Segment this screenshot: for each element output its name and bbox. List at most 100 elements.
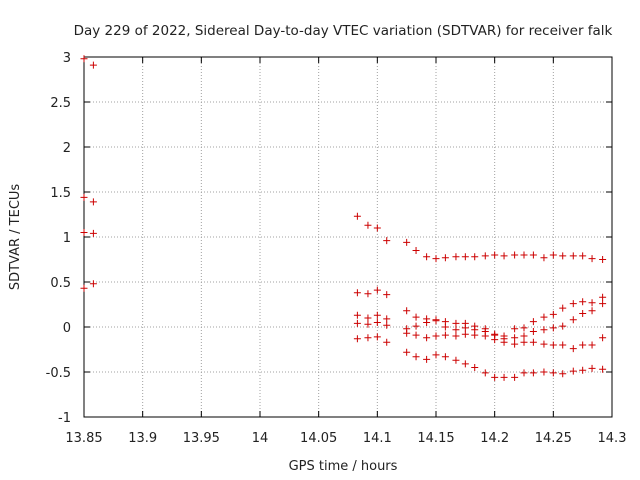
y-tick-label: -0.5 bbox=[46, 366, 71, 381]
data-point-marker bbox=[540, 313, 548, 321]
data-point-marker bbox=[412, 247, 420, 254]
data-point-marker bbox=[471, 253, 479, 261]
data-point-marker bbox=[559, 322, 567, 330]
data-point-marker bbox=[579, 310, 587, 317]
x-tick-label: 14.15 bbox=[417, 431, 454, 446]
data-point-marker bbox=[373, 333, 381, 341]
data-point-marker bbox=[383, 315, 391, 323]
data-point-marker bbox=[383, 237, 391, 245]
data-point-marker bbox=[423, 355, 431, 363]
data-point-marker bbox=[529, 338, 537, 346]
data-point-marker bbox=[588, 364, 596, 372]
data-point-marker bbox=[599, 365, 607, 373]
series-trace-4 bbox=[80, 280, 97, 292]
x-tick-label: 14 bbox=[252, 431, 269, 446]
series-trace-5 bbox=[353, 212, 607, 263]
data-point-marker bbox=[569, 300, 577, 308]
data-point-marker bbox=[403, 238, 411, 246]
data-point-marker bbox=[588, 299, 596, 307]
data-point-marker bbox=[579, 341, 587, 349]
data-point-marker bbox=[364, 290, 372, 298]
data-point-marker bbox=[579, 298, 587, 306]
data-point-marker bbox=[412, 353, 420, 361]
data-point-marker bbox=[588, 255, 596, 263]
data-point-marker bbox=[549, 310, 557, 318]
data-point-marker bbox=[403, 348, 411, 356]
data-point-marker bbox=[540, 326, 548, 334]
data-point-marker bbox=[511, 340, 519, 348]
data-point-marker bbox=[511, 334, 519, 342]
data-point-marker bbox=[452, 356, 460, 364]
data-point-marker bbox=[549, 324, 557, 332]
y-tick-label: 3 bbox=[63, 51, 71, 66]
data-point-marker bbox=[364, 314, 372, 322]
data-point-marker bbox=[491, 251, 499, 259]
data-point-marker bbox=[549, 369, 557, 377]
data-point-marker bbox=[432, 255, 440, 263]
data-point-marker bbox=[80, 284, 88, 292]
data-point-marker bbox=[500, 373, 508, 381]
data-point-marker bbox=[423, 253, 431, 261]
data-point-marker bbox=[89, 61, 97, 69]
data-point-marker bbox=[383, 338, 391, 346]
series-trace-9 bbox=[353, 333, 607, 381]
y-tick-label: 0 bbox=[63, 321, 71, 336]
data-point-marker bbox=[569, 316, 577, 324]
data-point-marker bbox=[461, 253, 469, 261]
data-point-marker bbox=[540, 368, 548, 376]
y-tick-label: 1.5 bbox=[50, 186, 71, 201]
data-point-marker bbox=[599, 256, 607, 263]
data-point-marker bbox=[80, 55, 88, 63]
data-point-marker bbox=[452, 332, 460, 340]
data-point-marker bbox=[500, 252, 508, 260]
data-point-marker bbox=[412, 313, 420, 321]
x-tick-label: 14.2 bbox=[480, 431, 509, 446]
data-point-marker bbox=[569, 367, 577, 375]
data-point-marker bbox=[373, 224, 381, 232]
series-trace-3 bbox=[80, 229, 97, 237]
data-point-marker bbox=[353, 319, 361, 327]
y-tick-label: -1 bbox=[58, 411, 71, 426]
data-point-marker bbox=[599, 334, 607, 342]
data-point-marker bbox=[461, 330, 469, 338]
data-point-marker bbox=[588, 307, 596, 315]
series-trace-1 bbox=[80, 55, 97, 69]
data-point-marker bbox=[383, 291, 391, 299]
data-point-marker bbox=[599, 300, 607, 308]
chart-title: Day 229 of 2022, Sidereal Day-to-day VTE… bbox=[74, 23, 613, 39]
series-trace-8 bbox=[353, 319, 607, 353]
data-point-marker bbox=[481, 332, 489, 340]
data-point-marker bbox=[529, 251, 537, 259]
y-tick-label: 1 bbox=[63, 231, 71, 246]
data-point-marker bbox=[89, 198, 97, 206]
data-point-marker bbox=[540, 254, 548, 262]
data-point-marker bbox=[461, 360, 469, 368]
data-point-marker bbox=[432, 332, 440, 340]
data-point-marker bbox=[403, 307, 411, 315]
data-point-marker bbox=[520, 332, 528, 340]
data-point-marker bbox=[520, 338, 528, 346]
data-point-marker bbox=[511, 251, 519, 259]
data-point-marker bbox=[461, 324, 469, 332]
data-point-marker bbox=[80, 229, 88, 236]
data-point-marker bbox=[559, 304, 567, 312]
data-point-marker bbox=[569, 252, 577, 260]
x-axis-label: GPS time / hours bbox=[289, 459, 398, 474]
data-point-marker bbox=[452, 326, 460, 334]
y-tick-label: 0.5 bbox=[50, 276, 71, 291]
data-point-marker bbox=[441, 353, 449, 361]
data-point-marker bbox=[423, 319, 431, 326]
data-point-marker bbox=[373, 319, 381, 326]
data-point-marker bbox=[540, 340, 548, 348]
data-point-marker bbox=[373, 286, 381, 294]
x-tick-label: 14.3 bbox=[598, 431, 627, 446]
data-point-marker bbox=[353, 212, 361, 220]
x-tick-label: 14.25 bbox=[535, 431, 572, 446]
x-tick-label: 13.95 bbox=[183, 431, 220, 446]
data-point-marker bbox=[491, 373, 499, 381]
data-point-marker bbox=[500, 338, 508, 346]
data-point-marker bbox=[588, 341, 596, 349]
data-point-marker bbox=[491, 336, 499, 344]
data-point-marker bbox=[569, 345, 577, 353]
data-point-marker bbox=[481, 369, 489, 377]
